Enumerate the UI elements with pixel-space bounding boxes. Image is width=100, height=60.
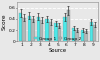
Bar [40,20,43,41]
Bar [72,28,75,41]
Bar [63,17,66,41]
Bar [58,26,61,41]
Bar [90,22,93,41]
Bar [66,10,70,41]
Bar [75,30,79,41]
Legend: Group 1, Group 2: Group 1, Group 2 [34,36,81,41]
Bar [93,25,96,41]
Bar [22,18,26,41]
Bar [49,22,52,41]
Bar [19,13,22,41]
Bar [81,30,84,41]
Bar [31,19,34,41]
Bar [37,17,40,41]
Bar [54,23,58,41]
Y-axis label: Score: Score [2,13,7,30]
X-axis label: Source: Source [49,48,67,53]
Bar [28,16,31,41]
Bar [46,19,49,41]
Bar [84,31,88,41]
